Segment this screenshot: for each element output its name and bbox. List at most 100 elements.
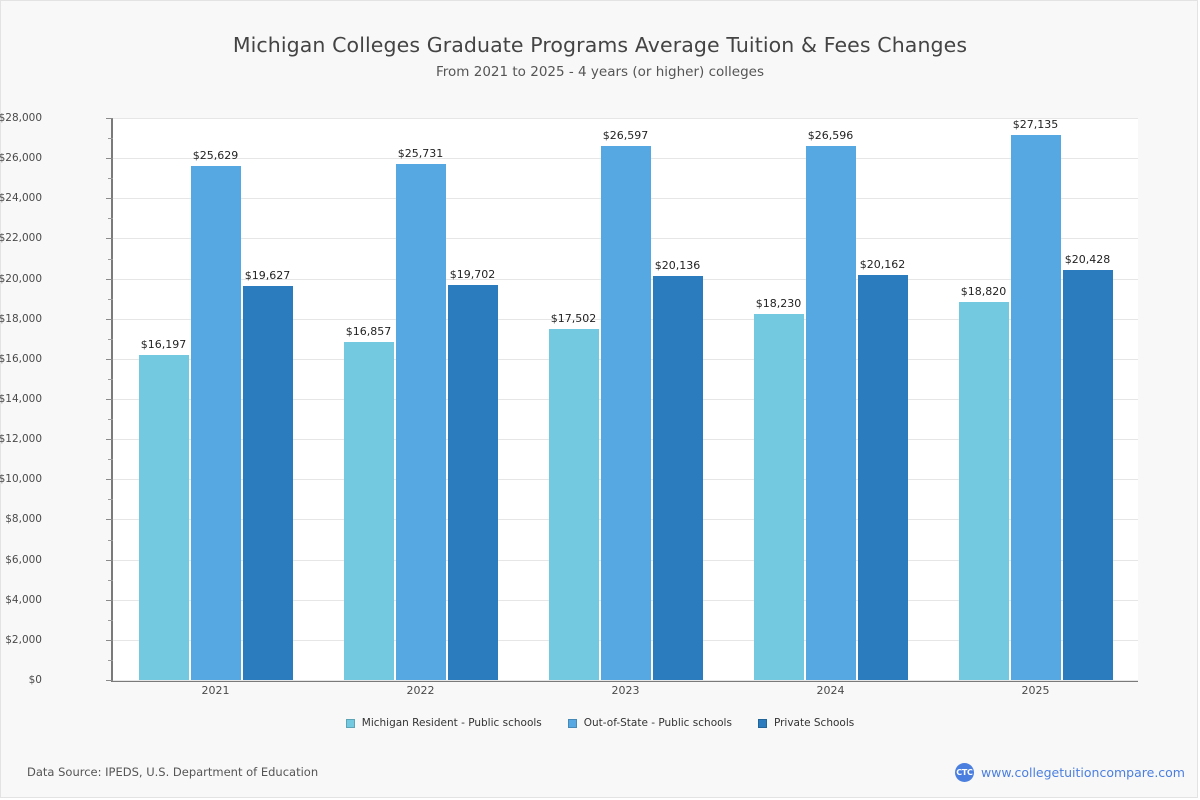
y-tick-minor bbox=[108, 338, 113, 340]
plot-area: $0 $2,000 $4,000 $6,000 $8,000 $10,000 $12,000… bbox=[0, 112, 1138, 697]
y-tick-major bbox=[106, 519, 113, 521]
bar-value-label: $26,597 bbox=[602, 129, 649, 143]
bar-value-label: $27,135 bbox=[1012, 118, 1059, 132]
bar[interactable]: $27,135 bbox=[1010, 118, 1061, 680]
bar[interactable]: $26,596 bbox=[805, 129, 856, 680]
bar-group: $18,230 $26,596 $20,162 2024 bbox=[728, 118, 933, 697]
chart-subtitle: From 2021 to 2025 - 4 years (or higher) … bbox=[436, 64, 764, 80]
bar[interactable]: $20,428 bbox=[1062, 253, 1113, 680]
legend-item[interactable]: Private Schools bbox=[757, 717, 855, 729]
legend-label: Private Schools bbox=[773, 717, 855, 729]
y-axis-label: $12,000 bbox=[0, 433, 42, 446]
bar-group: $18,820 $27,135 $20,428 2025 bbox=[933, 118, 1138, 697]
bar-value-label: $25,731 bbox=[397, 146, 444, 160]
y-tick-minor bbox=[108, 138, 113, 140]
y-tick-minor bbox=[108, 298, 113, 300]
data-source-text: Data Source: IPEDS, U.S. Department of E… bbox=[27, 765, 319, 779]
bar[interactable]: $17,502 bbox=[548, 312, 599, 680]
y-tick-minor bbox=[108, 619, 113, 621]
x-axis-label: 2025 bbox=[1021, 684, 1050, 697]
y-tick-major bbox=[106, 118, 113, 119]
y-axis-label: $0 bbox=[28, 674, 42, 686]
y-tick-minor bbox=[108, 419, 113, 421]
bar-group: $16,857 $25,731 $19,702 2022 bbox=[318, 118, 523, 697]
bar[interactable]: $16,857 bbox=[343, 325, 394, 680]
y-tick-major bbox=[106, 639, 113, 641]
bar[interactable]: $25,629 bbox=[190, 149, 241, 680]
y-tick-minor bbox=[108, 459, 113, 461]
y-axis-label: $22,000 bbox=[0, 232, 42, 245]
gridline bbox=[113, 118, 1138, 119]
legend-item[interactable]: Out-of-State - Public schools bbox=[567, 717, 732, 729]
bar[interactable]: $18,230 bbox=[753, 297, 804, 680]
y-axis-label: $16,000 bbox=[0, 352, 42, 365]
gridline bbox=[113, 680, 1138, 681]
bar-value-label: $20,428 bbox=[1064, 252, 1111, 266]
y-tick-minor bbox=[108, 659, 113, 661]
y-tick-major bbox=[106, 479, 113, 481]
y-axis-label: $8,000 bbox=[5, 513, 42, 526]
y-axis-label: $4,000 bbox=[5, 593, 42, 606]
y-axis-label: $28,000 bbox=[0, 112, 42, 124]
y-tick-minor bbox=[108, 579, 113, 581]
bar-value-label: $16,857 bbox=[345, 324, 392, 338]
x-axis-label: 2023 bbox=[611, 684, 640, 697]
legend-swatch-icon bbox=[345, 718, 355, 728]
y-tick-minor bbox=[108, 178, 113, 180]
y-axis-label: $20,000 bbox=[0, 272, 42, 285]
y-tick-major bbox=[106, 599, 113, 601]
bar-value-label: $20,136 bbox=[654, 258, 701, 272]
legend-item[interactable]: Michigan Resident - Public schools bbox=[345, 717, 542, 729]
bar[interactable]: $20,136 bbox=[652, 259, 703, 680]
y-tick-minor bbox=[108, 499, 113, 501]
bar[interactable]: $16,197 bbox=[138, 338, 189, 680]
y-tick-major bbox=[106, 158, 113, 160]
y-tick-major bbox=[106, 198, 113, 200]
y-axis-label: $26,000 bbox=[0, 152, 42, 165]
bar[interactable]: $26,597 bbox=[600, 129, 651, 680]
y-tick-minor bbox=[108, 258, 113, 260]
legend-swatch-icon bbox=[757, 718, 767, 728]
bar[interactable]: $25,731 bbox=[395, 147, 446, 680]
y-axis-label: $10,000 bbox=[0, 473, 42, 486]
legend-swatch-icon bbox=[567, 718, 577, 728]
bar[interactable]: $20,162 bbox=[857, 258, 908, 680]
y-axis-label: $2,000 bbox=[5, 633, 42, 646]
x-axis-label: 2022 bbox=[406, 684, 435, 697]
legend-label: Michigan Resident - Public schools bbox=[361, 717, 542, 729]
y-tick-major bbox=[106, 238, 113, 240]
chart-title: Michigan Colleges Graduate Programs Aver… bbox=[232, 33, 968, 57]
bar[interactable]: $19,627 bbox=[242, 269, 293, 680]
bar[interactable]: $18,820 bbox=[958, 285, 1009, 680]
y-tick-minor bbox=[108, 539, 113, 541]
y-tick-major bbox=[106, 399, 113, 400]
y-tick-major bbox=[106, 278, 113, 280]
y-tick-major bbox=[106, 559, 113, 561]
ctc-logo-icon: CTC bbox=[954, 763, 974, 782]
bar-value-label: $19,702 bbox=[449, 267, 496, 281]
bar-value-label: $17,502 bbox=[550, 311, 597, 325]
bar-value-label: $16,197 bbox=[140, 337, 187, 351]
y-axis-label: $6,000 bbox=[5, 553, 42, 566]
bar-value-label: $25,629 bbox=[192, 148, 239, 162]
bar-value-label: $20,162 bbox=[859, 258, 906, 272]
brand-footer[interactable]: CTC www.collegetuitioncompare.com bbox=[954, 763, 1185, 782]
website-url-link[interactable]: www.collegetuitioncompare.com bbox=[980, 765, 1185, 780]
y-tick-major bbox=[106, 358, 113, 360]
chart-legend: Michigan Resident - Public schools Out-of… bbox=[1, 717, 1199, 729]
y-tick-minor bbox=[108, 378, 113, 380]
x-axis-label: 2024 bbox=[816, 684, 845, 697]
bar-value-label: $26,596 bbox=[807, 129, 854, 143]
y-tick-minor bbox=[108, 218, 113, 220]
y-axis-label: $14,000 bbox=[0, 393, 42, 405]
bar[interactable]: $19,702 bbox=[447, 268, 498, 680]
legend-label: Out-of-State - Public schools bbox=[583, 717, 732, 729]
y-tick-major bbox=[106, 680, 113, 681]
bar-group: $17,502 $26,597 $20,136 2023 bbox=[523, 118, 728, 697]
bar-group: $16,197 $25,629 $19,627 2021 bbox=[113, 118, 318, 697]
bar-value-label: $18,820 bbox=[960, 285, 1007, 299]
bar-value-label: $19,627 bbox=[244, 269, 291, 283]
y-axis-label: $18,000 bbox=[0, 312, 42, 325]
x-axis-label: 2021 bbox=[201, 684, 230, 697]
